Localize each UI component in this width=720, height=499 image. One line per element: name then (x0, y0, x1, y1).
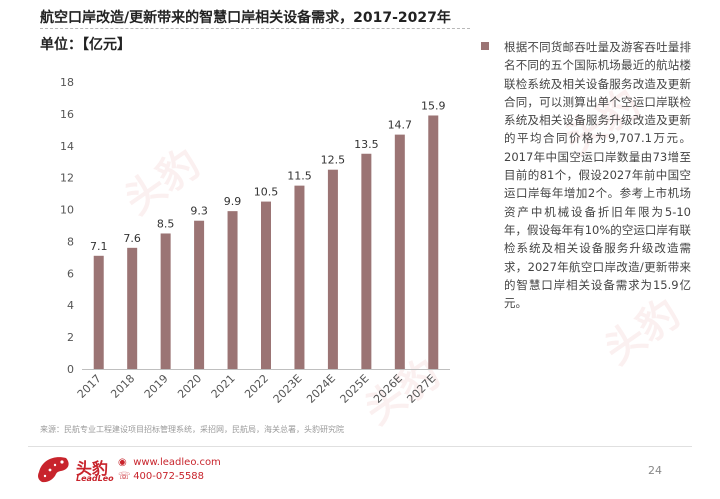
data-label: 15.9 (421, 99, 446, 112)
bar-2026E (394, 134, 405, 369)
leopard-logo-icon (38, 457, 69, 483)
y-tick-label: 4 (67, 299, 74, 312)
logo-chinese-text: 头豹 (76, 459, 109, 478)
data-label: 10.5 (254, 186, 279, 199)
bar-2018 (127, 247, 138, 369)
unit-label: 单位：【亿元】 (40, 37, 131, 53)
data-label: 8.5 (157, 217, 175, 230)
bar-2019 (160, 233, 171, 369)
data-label: 7.6 (123, 232, 141, 245)
x-tick-label: 2022 (242, 372, 271, 401)
phone-number: 400-072-5588 (133, 471, 205, 482)
bar-2025E (361, 153, 372, 369)
y-tick-label: 14 (60, 140, 74, 153)
x-tick-label: 2027E (404, 372, 438, 406)
y-tick-label: 16 (60, 108, 74, 121)
y-tick-label: 6 (67, 267, 74, 280)
data-label: 12.5 (321, 154, 346, 167)
bullet-square-icon (481, 42, 489, 50)
title-divider (40, 28, 470, 29)
page-number: 24 (648, 464, 662, 477)
x-tick-label: 2017 (75, 372, 104, 401)
bar-2020 (194, 220, 205, 369)
data-label: 14.7 (388, 119, 413, 132)
x-tick-label: 2019 (142, 372, 171, 401)
description-panel: 根据不同货邮吞吐量及游客吞吐量排名不同的五个国际机场最近的航站楼联检系统及相关设… (481, 38, 691, 312)
y-tick-label: 0 (67, 363, 74, 376)
source-note: 来源：民航专业工程建设项目招标管理系统，采招网，民航局，海关总署，头豹研究院 (40, 425, 344, 434)
bar-2022 (261, 201, 271, 369)
bar-2017 (93, 255, 104, 369)
description-text: 根据不同货邮吞吐量及游客吞吐量排名不同的五个国际机场最近的航站楼联检系统及相关设… (504, 40, 691, 311)
contact-info: ◉ www.leadleo.com ☏ 400-072-5588 (118, 456, 221, 484)
website-link[interactable]: www.leadleo.com (133, 457, 221, 468)
bar-chart: 0 2 4 6 8 10 12 14 16 18 7.1 2017 7.6 2018 8.5 2019 9.3 2… (60, 76, 450, 406)
globe-icon: ◉ (118, 457, 127, 468)
y-tick-label: 12 (60, 172, 74, 185)
x-tick-label: 2024E (304, 372, 338, 406)
x-tick-label: 2023E (271, 372, 305, 406)
data-label: 9.3 (190, 205, 208, 218)
data-label: 9.9 (224, 195, 242, 208)
x-tick-label: 2018 (108, 372, 137, 401)
phone-icon: ☏ (118, 471, 131, 482)
data-label: 13.5 (354, 138, 379, 151)
x-tick-label: 2025E (338, 372, 372, 406)
page-title: 航空口岸改造/更新带来的智慧口岸相关设备需求，2017-2027年 (40, 10, 451, 26)
bar-2024E (327, 169, 338, 369)
y-tick-label: 10 (60, 204, 74, 217)
x-tick-label: 2020 (175, 372, 204, 401)
x-tick-label: 2026E (371, 372, 405, 406)
bar-2021 (227, 211, 238, 369)
footer-divider (28, 446, 692, 447)
bar-2023E (294, 185, 305, 369)
y-tick-label: 8 (67, 235, 74, 248)
x-tick-label: 2021 (209, 372, 238, 401)
logo-english-text: LeadLeo (76, 474, 114, 483)
y-tick-label: 18 (60, 76, 74, 89)
bar-2027E (428, 115, 439, 369)
y-tick-label: 2 (67, 331, 74, 344)
data-label: 7.1 (90, 240, 108, 253)
data-label: 11.5 (287, 170, 312, 183)
leadleo-logo: 头豹 LeadLeo (36, 452, 136, 486)
